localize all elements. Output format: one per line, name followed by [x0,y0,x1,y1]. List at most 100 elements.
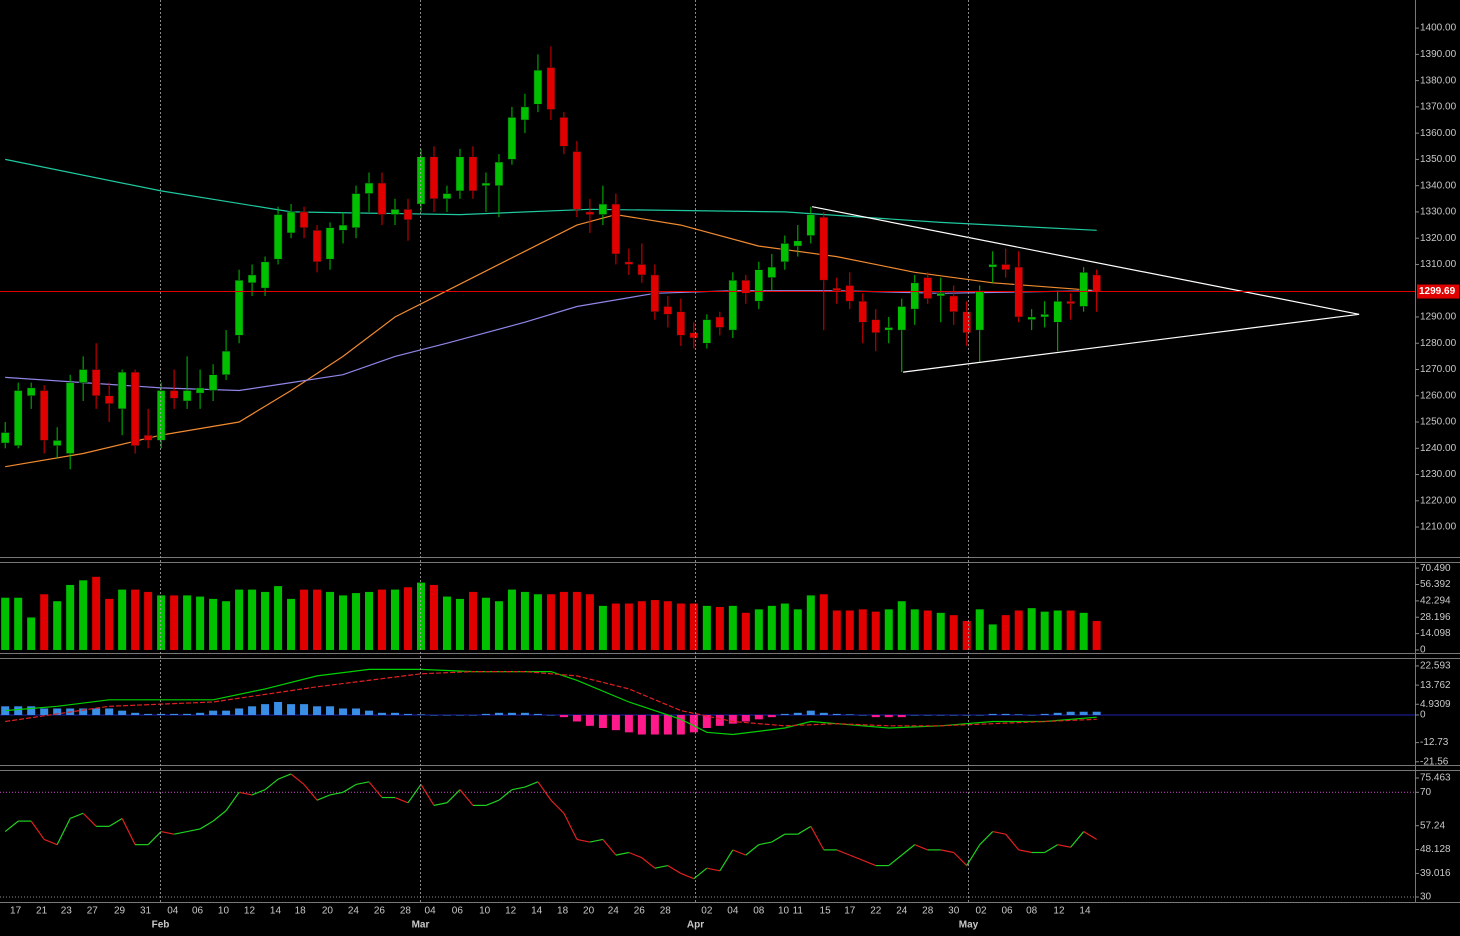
rsi-segment [810,826,825,851]
rsi-segment [706,867,720,872]
y-tick-label: 1230.00 [1420,469,1457,480]
volume-bar [585,594,594,650]
x-tick-label: 17 [844,906,856,917]
candle-body [325,227,335,260]
histogram-bar [806,710,815,715]
histogram-bar [624,714,633,733]
histogram-bar [858,714,867,716]
volume-bar [326,591,335,650]
rsi-segment [459,789,474,806]
histogram-bar [1,706,10,715]
histogram-bar [416,714,425,715]
candle-body [273,214,283,260]
volume-bar [494,601,503,650]
x-tick-label: 10 [218,906,230,917]
volume-bar [248,589,257,650]
volume-bar [1,597,10,650]
rsi-segment [407,784,422,804]
volume-bar [975,609,984,650]
x-tick-label: 12 [244,906,256,917]
y-tick-label: 1290.00 [1420,312,1457,323]
candle-body [650,274,660,312]
rsi-segment [199,820,214,830]
histogram-bar [975,714,984,716]
candle-body [312,230,322,263]
candle-body [702,319,712,344]
histogram-bar [481,713,490,715]
candle-body [728,279,738,331]
histogram-bar [1001,713,1010,715]
rsi-segment [316,794,331,801]
y-tick-label: 42.294 [1420,596,1451,607]
histogram-bar [261,704,270,715]
x-tick-label: 12 [505,906,517,917]
y-tick-label: 28.196 [1420,612,1451,623]
volume-bar [131,589,140,650]
histogram-bar [313,706,322,715]
candle-body [598,203,608,215]
volume-bar [339,595,348,650]
y-tick-label: 4.9309 [1420,699,1451,710]
histogram-bar [897,714,906,718]
histogram-bar [92,708,101,715]
candle-body [962,311,971,333]
volume-bar [780,603,789,650]
x-tick-label: 10 [778,906,790,917]
x-tick-label: 15 [820,906,832,917]
rsi-segment [563,812,578,840]
volume-bar [676,603,685,650]
candle-body [429,156,439,200]
histogram-bar [962,714,971,716]
histogram-bar [429,714,438,716]
histogram-bar [144,713,153,715]
volume-bar [170,595,179,650]
candle-body [975,290,984,331]
rsi-segment [719,849,734,872]
histogram-bar [274,701,283,715]
candle-body [611,203,621,255]
x-tick-label: 08 [1026,906,1038,917]
rsi-segment [771,833,786,843]
volume-bar [455,598,464,650]
volume-bar [274,586,283,650]
y-tick-label: 70 [1420,787,1432,798]
histogram-bar [14,706,23,715]
rsi-segment [238,791,253,796]
x-tick-label: 08 [753,906,765,917]
volume-bar [1001,615,1010,650]
volume-bar [702,605,711,650]
x-tick-label: 24 [608,906,620,917]
rsi-segment [329,791,344,796]
histogram-bar [1079,711,1088,715]
volume-bar [910,609,919,650]
y-tick-label: 75.463 [1420,773,1451,784]
volume-bar [806,595,815,650]
x-tick-label: 24 [896,906,908,917]
volume-bar [507,589,516,650]
histogram-bar [1066,711,1075,715]
rsi-segment [693,867,708,880]
x-tick-label: 04 [425,906,437,917]
y-tick-label: 57.24 [1420,820,1445,831]
x-tick-label: 18 [557,906,569,917]
histogram-bar [27,706,36,715]
candle-body [143,434,153,441]
y-tick-label: 0 [1420,710,1426,721]
histogram-bar [222,710,231,715]
histogram-bar [611,714,620,731]
histogram-bar [702,714,711,729]
volume-bar [468,591,477,650]
volume-bar [391,589,400,650]
volume-bar [313,589,322,650]
histogram-bar [183,713,192,715]
candle-body [13,390,23,446]
y-tick-label: 14.098 [1420,628,1451,639]
candle-body [286,211,296,234]
volume-bar [689,603,698,650]
volume-bar [520,591,529,650]
rsi-segment [732,849,747,856]
volume-bar [442,596,451,650]
candle-body [689,332,699,339]
